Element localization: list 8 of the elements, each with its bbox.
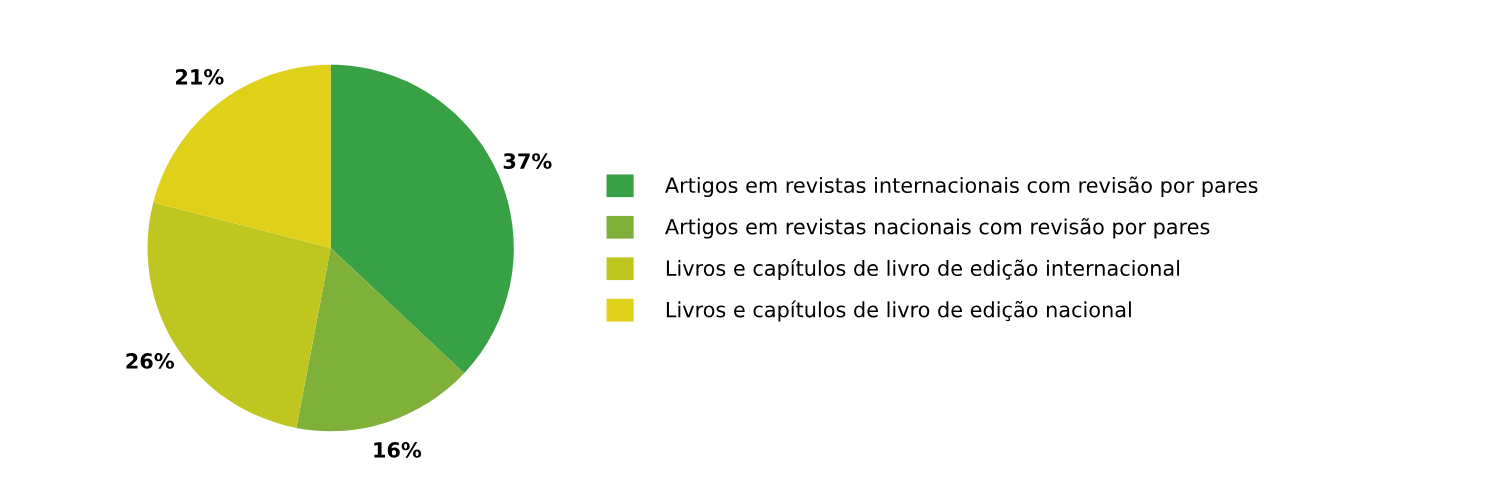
legend-label: Livros e capítulos de livro de edição nacional [666,300,1131,322]
legend-label: Livros e capítulos de livro de edição internacional [666,259,1180,281]
data-label: 21% [176,68,224,85]
data-label: 16% [374,442,422,458]
data-label: 37% [503,153,552,169]
data-label: 26% [126,353,175,369]
legend-label: Artigos em revistas internacionais com revisão por pares [665,176,1258,198]
legend-label: Artigos em revistas nacionais com revisão por pares [665,218,1210,239]
